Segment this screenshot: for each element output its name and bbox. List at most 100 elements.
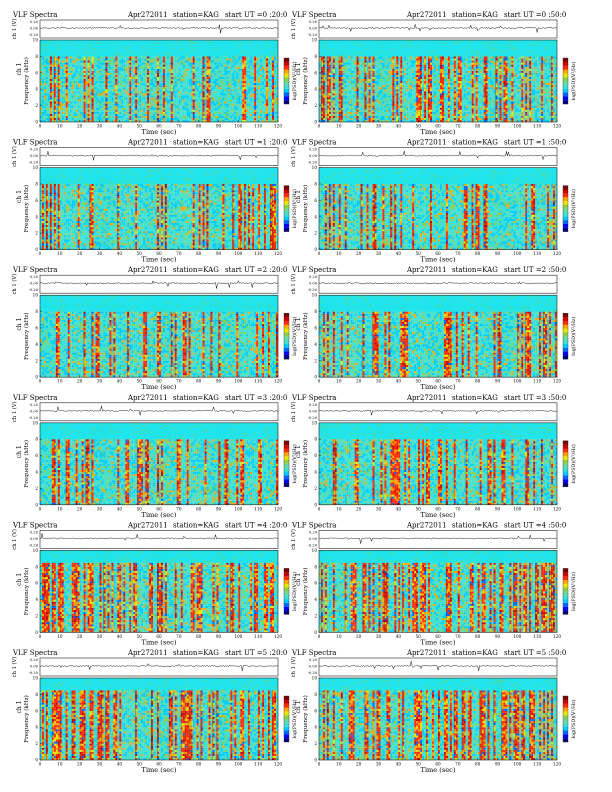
amplitude-axis-label: ch 1 (V) [290, 19, 297, 40]
time-tick-label: 100 [513, 251, 521, 256]
amplitude-tick-label: -0.20 [308, 416, 318, 420]
time-tick-label: 120 [553, 251, 561, 256]
spectrogram-panel: VLF Spectra Apr272011 station=KAG start UT … [290, 649, 577, 774]
time-tick-label: 40 [396, 251, 402, 256]
time-tick-label: 20 [77, 251, 83, 256]
amplitude-tick-label: -0.20 [29, 161, 39, 165]
amplitude-frame [40, 658, 278, 676]
panel-start-time: start UT =3 :50:0 [504, 394, 566, 402]
panel-station: station=KAG [452, 11, 498, 19]
time-tick-label: 110 [254, 634, 262, 639]
time-tick-label: 80 [475, 762, 481, 767]
frequency-tick-label: 2 [35, 614, 38, 619]
time-tick-label: 10 [336, 251, 342, 256]
amplitude-frame [40, 275, 278, 293]
frequency-tick-label: 8 [35, 182, 38, 187]
panel-station: station=KAG [173, 521, 219, 529]
time-tick-label: 30 [376, 506, 382, 511]
amplitude-axis-label: ch 1 (V) [290, 146, 297, 167]
amplitude-frame [319, 275, 557, 293]
frequency-tick-label: 4 [314, 597, 317, 602]
time-tick-label: 40 [117, 506, 123, 511]
frequency-tick-label: 6 [314, 708, 317, 713]
time-tick-label: 0 [39, 124, 42, 129]
time-tick-label: 10 [336, 506, 342, 511]
panel-title: VLF Spectra [12, 521, 57, 529]
amplitude-tick-label: 0.00 [309, 409, 318, 413]
time-tick-label: 120 [553, 379, 561, 384]
time-tick-label: 120 [553, 634, 561, 639]
panel-title: VLF Spectra [291, 521, 336, 529]
frequency-tick-label: 2 [35, 103, 38, 108]
time-tick-label: 120 [553, 506, 561, 511]
spectrogram-panel: VLF Spectra Apr272011 station=KAG start UT … [11, 139, 298, 264]
panel-station: station=KAG [173, 649, 219, 657]
spectrogram-image [40, 168, 278, 250]
frequency-axis-label: Frequency (kHz) [23, 440, 30, 488]
colorbar [284, 186, 289, 232]
spectrogram-sheet: VLF Spectra Apr272011 station=KAG start UT … [0, 0, 612, 792]
time-tick-label: 90 [495, 124, 501, 129]
frequency-tick-label: 4 [314, 342, 317, 347]
time-tick-label: 40 [117, 634, 123, 639]
time-tick-label: 110 [254, 251, 262, 256]
amplitude-tick-label: 0.20 [309, 275, 318, 279]
time-tick-label: 40 [117, 251, 123, 256]
amplitude-tick-label: 0.00 [309, 282, 318, 286]
spectrogram-image [319, 40, 557, 122]
time-tick-label: 100 [234, 634, 242, 639]
frequency-axis-label: Frequency (kHz) [23, 695, 30, 743]
time-tick-label: 30 [376, 762, 382, 767]
colorbar [563, 58, 568, 104]
time-axis-label: Time (sec) [421, 638, 456, 646]
amplitude-tick-label: -0.20 [29, 416, 39, 420]
channel-label: ch 1 [16, 445, 23, 458]
time-tick-label: 110 [254, 379, 262, 384]
channel-label: ch 1 [295, 445, 302, 458]
time-tick-label: 70 [455, 124, 461, 129]
spectrogram-image [40, 423, 278, 505]
time-tick-label: 120 [553, 124, 561, 129]
spectrogram-image [40, 550, 278, 632]
amplitude-frame [319, 530, 557, 548]
time-tick-label: 70 [455, 251, 461, 256]
panel-date: Apr272011 [127, 649, 168, 657]
time-axis-label: Time (sec) [142, 128, 177, 136]
colorbar-label: log(PSD)(V²/Hz) [570, 61, 577, 100]
frequency-axis-label: Frequency (kHz) [302, 312, 309, 360]
time-tick-label: 80 [196, 506, 202, 511]
amplitude-frame [319, 658, 557, 676]
time-tick-label: 90 [216, 506, 222, 511]
frequency-tick-label: 10 [33, 165, 39, 170]
time-tick-label: 70 [176, 506, 182, 511]
frequency-tick-label: 6 [35, 326, 38, 331]
frequency-tick-label: 8 [314, 309, 317, 314]
amplitude-tick-label: 0.00 [30, 537, 39, 541]
panel-station: station=KAG [452, 139, 498, 147]
colorbar-label: log(PSD)(V²/Hz) [570, 699, 577, 738]
frequency-tick-label: 6 [314, 453, 317, 458]
time-tick-label: 100 [234, 506, 242, 511]
panel-title: VLF Spectra [12, 649, 57, 657]
time-tick-label: 70 [176, 124, 182, 129]
frequency-tick-label: 6 [35, 198, 38, 203]
panel-date: Apr272011 [127, 521, 168, 529]
time-tick-label: 40 [396, 379, 402, 384]
amplitude-tick-label: 0.00 [309, 154, 318, 158]
amplitude-tick-label: -0.20 [29, 288, 39, 292]
panel-date: Apr272011 [127, 11, 168, 19]
frequency-axis-label: Frequency (kHz) [302, 568, 309, 616]
spectrogram-panel: VLF Spectra Apr272011 station=KAG start UT … [290, 394, 577, 519]
spectrogram-image [40, 678, 278, 760]
frequency-tick-label: 8 [35, 564, 38, 569]
time-axis-label: Time (sec) [142, 638, 177, 646]
panel-start-time: start UT =2 :20:0 [225, 266, 287, 274]
time-tick-label: 30 [376, 251, 382, 256]
frequency-tick-label: 8 [35, 437, 38, 442]
time-tick-label: 20 [77, 506, 83, 511]
frequency-axis-label: Frequency (kHz) [302, 695, 309, 743]
amplitude-tick-label: 0.20 [30, 658, 39, 662]
channel-label: ch 1 [16, 63, 23, 76]
time-tick-label: 100 [234, 251, 242, 256]
colorbar [284, 58, 289, 104]
